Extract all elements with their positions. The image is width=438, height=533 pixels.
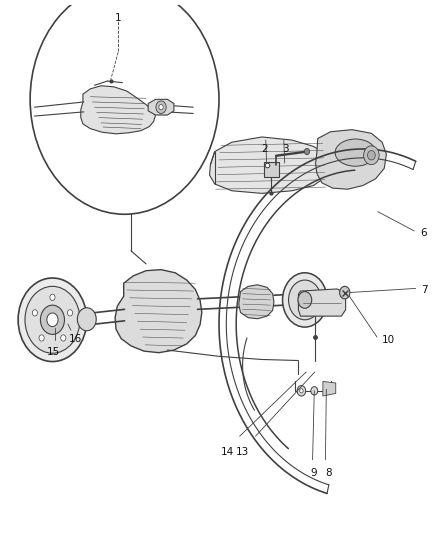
- Circle shape: [323, 387, 329, 394]
- Text: 1: 1: [115, 13, 121, 23]
- Circle shape: [67, 310, 73, 316]
- Polygon shape: [264, 162, 279, 176]
- Polygon shape: [323, 382, 336, 396]
- Polygon shape: [148, 99, 174, 115]
- Text: 9: 9: [310, 467, 317, 478]
- Circle shape: [159, 104, 163, 110]
- Polygon shape: [315, 130, 386, 189]
- Polygon shape: [298, 289, 346, 316]
- Circle shape: [47, 313, 58, 327]
- Circle shape: [30, 0, 219, 214]
- Text: 3: 3: [282, 144, 289, 154]
- Circle shape: [297, 385, 306, 396]
- Text: 8: 8: [325, 467, 332, 478]
- Ellipse shape: [335, 139, 376, 166]
- Text: 6: 6: [421, 228, 427, 238]
- Circle shape: [39, 335, 44, 341]
- Circle shape: [40, 305, 64, 334]
- Circle shape: [311, 386, 318, 395]
- Circle shape: [283, 273, 327, 327]
- Circle shape: [78, 308, 96, 331]
- Polygon shape: [81, 86, 155, 134]
- Text: 7: 7: [421, 285, 427, 295]
- Text: 13: 13: [236, 447, 249, 457]
- Circle shape: [32, 310, 38, 316]
- Circle shape: [298, 292, 312, 308]
- Text: 15: 15: [47, 348, 60, 358]
- Circle shape: [364, 146, 379, 165]
- Polygon shape: [209, 137, 331, 193]
- Text: 16: 16: [69, 334, 82, 344]
- Polygon shape: [239, 285, 274, 319]
- Circle shape: [289, 280, 321, 320]
- Circle shape: [61, 335, 66, 341]
- Circle shape: [25, 286, 80, 353]
- Circle shape: [339, 286, 350, 299]
- Circle shape: [367, 150, 375, 160]
- Circle shape: [50, 294, 55, 301]
- Circle shape: [156, 101, 166, 114]
- Circle shape: [18, 278, 87, 361]
- Circle shape: [300, 389, 303, 393]
- Text: 10: 10: [382, 335, 395, 345]
- Text: 14: 14: [221, 447, 234, 457]
- Polygon shape: [115, 270, 202, 353]
- Text: 2: 2: [261, 144, 267, 154]
- Circle shape: [304, 149, 310, 155]
